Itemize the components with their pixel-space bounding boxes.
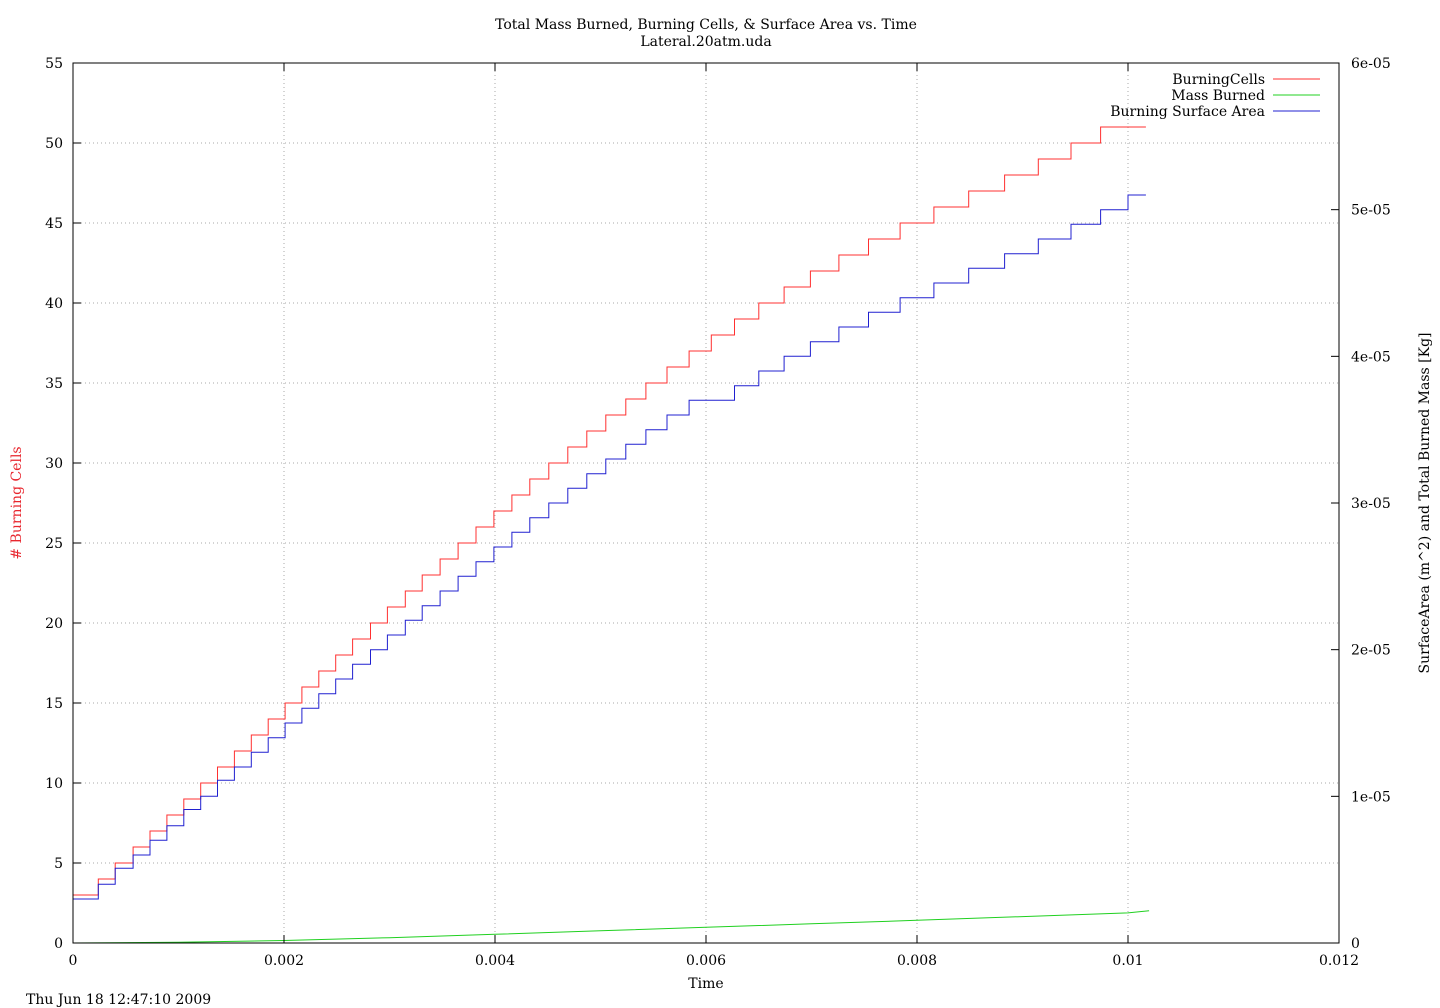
y-right-tick-label: 0 [1351, 936, 1360, 952]
burning-cells-line [73, 126, 1146, 896]
y-right-tick-label: 1e-05 [1351, 789, 1391, 805]
y-left-tick-label: 0 [54, 936, 63, 952]
x-tick-label: 0.01 [1112, 953, 1143, 969]
y-right-tick-label: 2e-05 [1351, 643, 1391, 659]
x-tick-label: 0 [69, 953, 78, 969]
x-tick-label: 0.012 [1319, 953, 1359, 969]
tick-layer: 0 0.002 0.004 0.006 0.008 0.01 0.0120510152025… [45, 56, 1391, 969]
x-tick-label: 0.004 [475, 953, 515, 969]
y-left-tick-label: 25 [45, 536, 63, 552]
timestamp-footer: Thu Jun 18 12:47:10 2009 [26, 992, 211, 1008]
y-left-tick-label: 35 [45, 376, 63, 392]
y-left-tick-label: 40 [45, 296, 63, 312]
surface-area-line [73, 194, 1146, 900]
series-layer [72, 126, 1150, 944]
y-right-tick-label: 5e-05 [1351, 203, 1391, 219]
y-left-tick-label: 50 [45, 136, 63, 152]
mass-burned-line [72, 910, 1150, 944]
y-left-tick-label: 20 [45, 616, 63, 632]
y-axis-left-label: # Burning Cells [9, 446, 25, 559]
chart-title: Total Mass Burned, Burning Cells, & Surf… [495, 17, 917, 33]
y-left-tick-label: 5 [54, 856, 63, 872]
y-axis-right-label: SurfaceArea (m^2) and Total Burned Mass … [1417, 332, 1433, 673]
legend-label: Mass Burned [1171, 88, 1265, 104]
y-left-tick-label: 30 [45, 456, 63, 472]
y-right-tick-label: 4e-05 [1351, 349, 1391, 365]
chart-subtitle: Lateral.20atm.uda [640, 34, 771, 50]
y-left-tick-label: 55 [45, 56, 63, 72]
y-left-tick-label: 15 [45, 696, 63, 712]
y-left-tick-label: 45 [45, 216, 63, 232]
x-tick-label: 0.006 [686, 953, 726, 969]
y-right-tick-label: 6e-05 [1351, 56, 1391, 72]
legend-label: BurningCells [1172, 72, 1265, 88]
grid-layer [73, 63, 1339, 943]
x-tick-label: 0.008 [897, 953, 937, 969]
y-right-tick-label: 3e-05 [1351, 496, 1391, 512]
y-left-tick-label: 10 [45, 776, 63, 792]
x-axis-label: Time [688, 976, 723, 992]
legend-label: Burning Surface Area [1110, 104, 1265, 120]
x-tick-label: 0.002 [264, 953, 304, 969]
